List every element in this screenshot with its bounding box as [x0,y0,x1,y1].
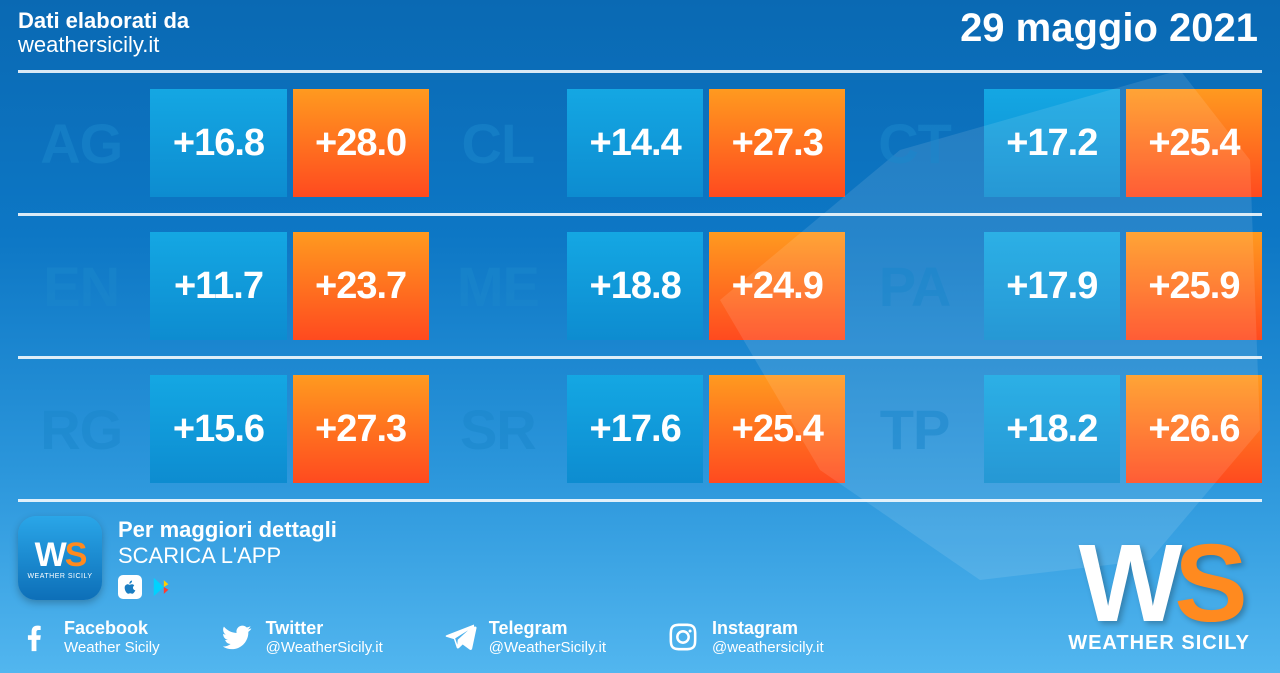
facebook-icon [18,620,52,654]
temp-low: +17.9 [984,232,1120,340]
temperature-grid: AG +16.8 +28.0 CL +14.4 +27.3 CT +17.2 +… [18,70,1262,502]
province-code: CL [435,89,561,197]
temp-low: +18.2 [984,375,1120,483]
social-handle: Weather Sicily [64,639,160,656]
province-code: RG [18,375,144,483]
grid-row: EN +11.7 +23.7 ME +18.8 +24.9 PA +17.9 +… [18,213,1262,356]
app-promo-line1: Per maggiori dettagli [118,517,337,543]
temp-low: +17.6 [567,375,703,483]
temp-low: +14.4 [567,89,703,197]
social-handle: @WeatherSicily.it [266,639,383,656]
social-twitter: Twitter @WeatherSicily.it [220,618,383,656]
ws-logo-caption: WEATHER SICILY [1068,632,1250,655]
ws-mini-caption: WEATHER SICILY [27,573,92,580]
temp-low: +16.8 [150,89,286,197]
weather-infographic: Dati elaborati da weathersicily.it 29 ma… [0,0,1280,673]
province-code: CT [851,89,977,197]
social-handle: @WeatherSicily.it [489,639,606,656]
province-code: SR [435,375,561,483]
social-name: Twitter [266,618,383,639]
instagram-icon [666,620,700,654]
twitter-icon [220,620,254,654]
temp-low: +15.6 [150,375,286,483]
province-code: EN [18,232,144,340]
telegram-icon [443,620,477,654]
app-promo-text: Per maggiori dettagli SCARICA L'APP [118,517,337,599]
ws-logo: WS WEATHER SICILY [1068,540,1250,655]
header: Dati elaborati da weathersicily.it 29 ma… [0,0,1280,64]
temp-high: +27.3 [709,89,845,197]
grid-row: AG +16.8 +28.0 CL +14.4 +27.3 CT +17.2 +… [18,70,1262,213]
temp-high: +23.7 [293,232,429,340]
ws-mini-logo: WS [35,536,86,575]
social-name: Telegram [489,618,606,639]
province-code: PA [851,232,977,340]
province-code: ME [435,232,561,340]
social-name: Instagram [712,618,824,639]
temp-low: +11.7 [150,232,286,340]
temp-high: +25.9 [1126,232,1262,340]
appstore-icon [118,575,142,599]
header-date: 29 maggio 2021 [960,6,1258,51]
social-handle: @weathersicily.it [712,639,824,656]
social-telegram: Telegram @WeatherSicily.it [443,618,606,656]
province-code: TP [851,375,977,483]
temp-high: +24.9 [709,232,845,340]
temp-high: +28.0 [293,89,429,197]
province-code: AG [18,89,144,197]
app-badge: WS WEATHER SICILY [18,516,102,600]
temp-low: +17.2 [984,89,1120,197]
temp-high: +25.4 [1126,89,1262,197]
temp-high: +27.3 [293,375,429,483]
playstore-icon [150,575,174,599]
temp-low: +18.8 [567,232,703,340]
temp-high: +26.6 [1126,375,1262,483]
social-facebook: Facebook Weather Sicily [18,618,160,656]
social-name: Facebook [64,618,160,639]
ws-logo-letters: WS [1068,540,1250,628]
social-instagram: Instagram @weathersicily.it [666,618,824,656]
app-promo-line2: SCARICA L'APP [118,543,337,569]
store-icons [118,575,337,599]
temp-high: +25.4 [709,375,845,483]
grid-row: RG +15.6 +27.3 SR +17.6 +25.4 TP +18.2 +… [18,356,1262,502]
